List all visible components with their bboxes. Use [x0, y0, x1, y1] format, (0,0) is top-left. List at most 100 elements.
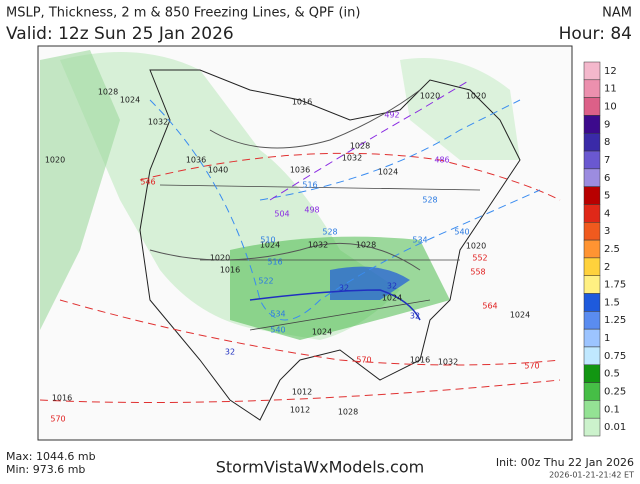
contour-label: 534 — [270, 310, 285, 319]
thickness-line — [269, 79, 471, 201]
max-pressure: Max: 1044.6 mb — [6, 450, 96, 463]
contour-label: 510 — [260, 236, 275, 245]
colorbar-label: 0.75 — [604, 351, 626, 362]
colorbar-label: 2 — [604, 262, 610, 273]
contour-label: 1024 — [378, 168, 398, 177]
colorbar-swatch — [583, 257, 601, 276]
contour-label: 570 — [356, 356, 371, 365]
colorbar-label: 0.5 — [604, 369, 620, 380]
contour-label: 1020 — [45, 156, 65, 165]
precip-area — [330, 266, 410, 300]
contour-label: 522 — [258, 277, 273, 286]
site: StormVistaWxModels.com — [216, 458, 424, 477]
colorbar-swatch — [583, 382, 601, 401]
contour-label: 546 — [140, 178, 155, 187]
colorbar-label: 0.01 — [604, 422, 626, 433]
contour-label: 540 — [270, 326, 285, 335]
colorbar-label: 4 — [604, 208, 610, 219]
colorbar-swatch — [583, 239, 601, 259]
colorbar-label: 10 — [604, 102, 617, 113]
isobar — [149, 242, 421, 271]
contour-label: 1032 — [148, 118, 168, 127]
contour-label: 1012 — [292, 388, 312, 397]
title: MSLP, Thickness, 2 m & 850 Freezing Line… — [6, 6, 360, 21]
contour-label: 1036 — [186, 156, 206, 165]
contour-label: 32 — [387, 282, 397, 291]
thickness-line — [59, 299, 561, 366]
model: NAM — [602, 6, 632, 21]
contour-label: 1020 — [466, 92, 486, 101]
contour-label: 1016 — [220, 266, 240, 275]
contour-label: 534 — [412, 236, 427, 245]
contour-label: 492 — [384, 111, 399, 120]
contour-label: 486 — [434, 156, 449, 165]
contour-label: 32 — [225, 348, 235, 357]
colorbar-label: 0.1 — [604, 404, 620, 415]
colorbar-swatch — [583, 132, 601, 152]
thickness-line — [149, 99, 541, 321]
freezing-line — [249, 289, 421, 321]
contour-label: 1032 — [438, 358, 458, 367]
contour-label: 498 — [304, 206, 319, 215]
colorbar: 12 11 10 9 8 7 6 5 4 3 2.5 2 1.75 1.5 1.25 1 0.75 0.5 0.25… — [583, 61, 626, 437]
contour-label: 552 — [472, 254, 487, 263]
contour-label: 564 — [482, 302, 497, 311]
precip-area — [40, 50, 120, 330]
contour-label: 558 — [470, 268, 485, 277]
colorbar-label: 9 — [604, 119, 610, 130]
thickness-line — [139, 152, 561, 201]
colorbar-label: 0.25 — [604, 386, 626, 397]
contour-label: 516 — [267, 258, 282, 267]
colorbar-label: 7 — [604, 155, 610, 166]
valid-time: Valid: 12z Sun 25 Jan 2026 — [6, 24, 234, 44]
contour-label: 504 — [274, 210, 289, 219]
contour-label: 1024 — [510, 311, 530, 320]
thickness-line — [39, 379, 561, 403]
contour-label: 570 — [524, 362, 539, 371]
colorbar-swatch — [583, 115, 601, 134]
coastline — [139, 69, 521, 421]
contour-label: 528 — [322, 228, 337, 237]
contour-label: 1016 — [52, 394, 72, 403]
colorbar-label: 3 — [604, 226, 610, 237]
map — [37, 45, 573, 441]
contour-label: 1028 — [356, 241, 376, 250]
contour-label: 1024 — [312, 328, 332, 337]
colorbar-label: 5 — [604, 191, 610, 202]
contour-label: 32 — [339, 284, 349, 293]
colorbar-swatch — [583, 293, 601, 312]
contour-label: 570 — [50, 415, 65, 424]
colorbar-swatch — [583, 150, 601, 170]
contour-label: 1024 — [260, 241, 280, 250]
colorbar-swatch — [583, 61, 601, 81]
contour-label: 1024 — [120, 96, 140, 105]
colorbar-swatch — [583, 168, 601, 187]
contour-label: 1012 — [290, 406, 310, 415]
colorbar-label: 1.25 — [604, 315, 626, 326]
contour-label: 1020 — [420, 92, 440, 101]
timestamp: 2026-01-21-21:42 ET — [549, 471, 634, 480]
min-pressure: Min: 973.6 mb — [6, 463, 85, 476]
colorbar-swatch — [583, 186, 601, 205]
contour-label: 1040 — [208, 166, 228, 175]
contour-label: 1032 — [308, 241, 328, 250]
init-time: Init: 00z Thu 22 Jan 2026 — [496, 456, 634, 469]
colorbar-swatch — [583, 346, 601, 366]
colorbar-label: 8 — [604, 137, 610, 148]
colorbar-swatch — [583, 204, 601, 223]
colorbar-label: 11 — [604, 84, 617, 95]
colorbar-swatch — [583, 79, 601, 98]
contour-label: 1032 — [342, 154, 362, 163]
contour-labels: 1020102810241032103610401016102010361032… — [45, 88, 540, 424]
colorbar-swatch — [583, 364, 601, 383]
colorbar-label: 2.5 — [604, 244, 620, 255]
contour-label: 1036 — [290, 166, 310, 175]
contour-label: 1020 — [210, 254, 230, 263]
contour-label: 32 — [410, 312, 420, 321]
colorbar-label: 1 — [604, 333, 610, 344]
contour-label: 540 — [454, 228, 469, 237]
contour-label: 1016 — [410, 356, 430, 365]
contour-label: 1028 — [98, 88, 118, 97]
hour: Hour: 84 — [559, 24, 632, 44]
contour-label: 1028 — [350, 142, 370, 151]
